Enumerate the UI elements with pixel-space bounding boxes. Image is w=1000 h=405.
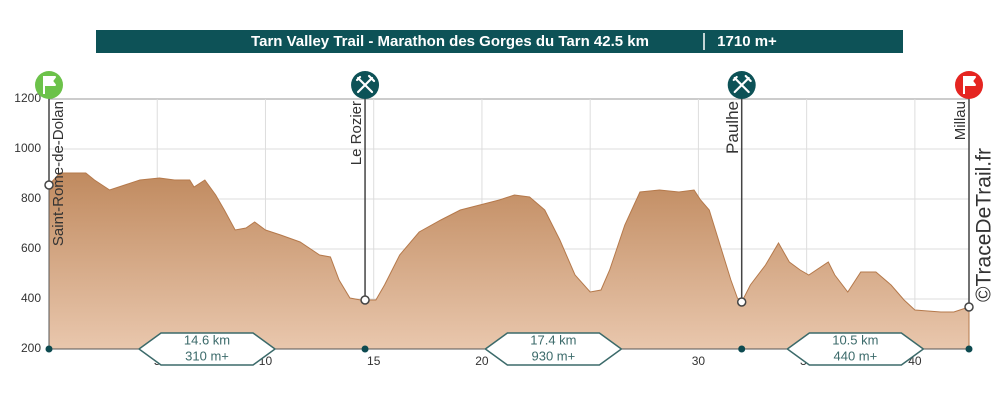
waypoint-marker — [736, 297, 747, 307]
waypoint-icon — [727, 71, 756, 99]
waypoint-label: Millau — [952, 101, 969, 140]
segment-gain: 440 m+ — [833, 348, 877, 363]
icon-glyph — [732, 74, 752, 94]
waypoint-base — [738, 345, 746, 353]
y-tick-label: 600 — [21, 241, 41, 255]
y-tick-label: 200 — [21, 341, 41, 355]
icon-glyph — [43, 76, 56, 94]
waypoint-label: Saint-Rome-de-Dolan — [50, 101, 67, 246]
icon-glyph — [355, 74, 376, 94]
x-tick-label: 30 — [692, 354, 706, 368]
segment-distance: 10.5 km — [832, 332, 878, 347]
segment-badge — [484, 332, 623, 366]
chart-title: Tarn Valley Trail - Marathon des Gorges … — [251, 33, 649, 50]
y-tick-label: 800 — [21, 191, 41, 205]
x-tick-label: 15 — [367, 354, 381, 368]
waypoint-marker — [964, 302, 974, 312]
title-bar — [96, 30, 903, 53]
waypoint-icon — [955, 71, 983, 99]
segment-distance: 17.4 km — [530, 332, 576, 347]
waypoint-base — [965, 345, 973, 353]
chart-subtitle: 1710 m+ — [717, 33, 777, 50]
segment-gain: 310 m+ — [185, 348, 229, 363]
segment-badge — [786, 332, 925, 366]
waypoint-marker — [360, 295, 370, 305]
y-tick-label: 400 — [21, 291, 41, 305]
waypoint-icon — [35, 71, 63, 99]
segment-badge — [137, 332, 277, 366]
segment-gain: 930 m+ — [532, 348, 576, 363]
waypoint-label: Paulhe — [723, 101, 742, 154]
waypoint-icon — [351, 71, 380, 99]
icon-glyph — [963, 76, 976, 94]
x-tick-label: 20 — [475, 354, 489, 368]
waypoint-base — [361, 345, 369, 353]
watermark: ©TraceDeTrail.fr — [973, 148, 996, 302]
waypoint-marker — [44, 180, 54, 190]
segment-distance: 14.6 km — [184, 332, 230, 347]
waypoint-base — [45, 345, 53, 353]
y-tick-label: 1000 — [14, 141, 41, 155]
waypoint-label: Le Rozier — [348, 101, 365, 165]
y-tick-label: 1200 — [14, 91, 41, 105]
